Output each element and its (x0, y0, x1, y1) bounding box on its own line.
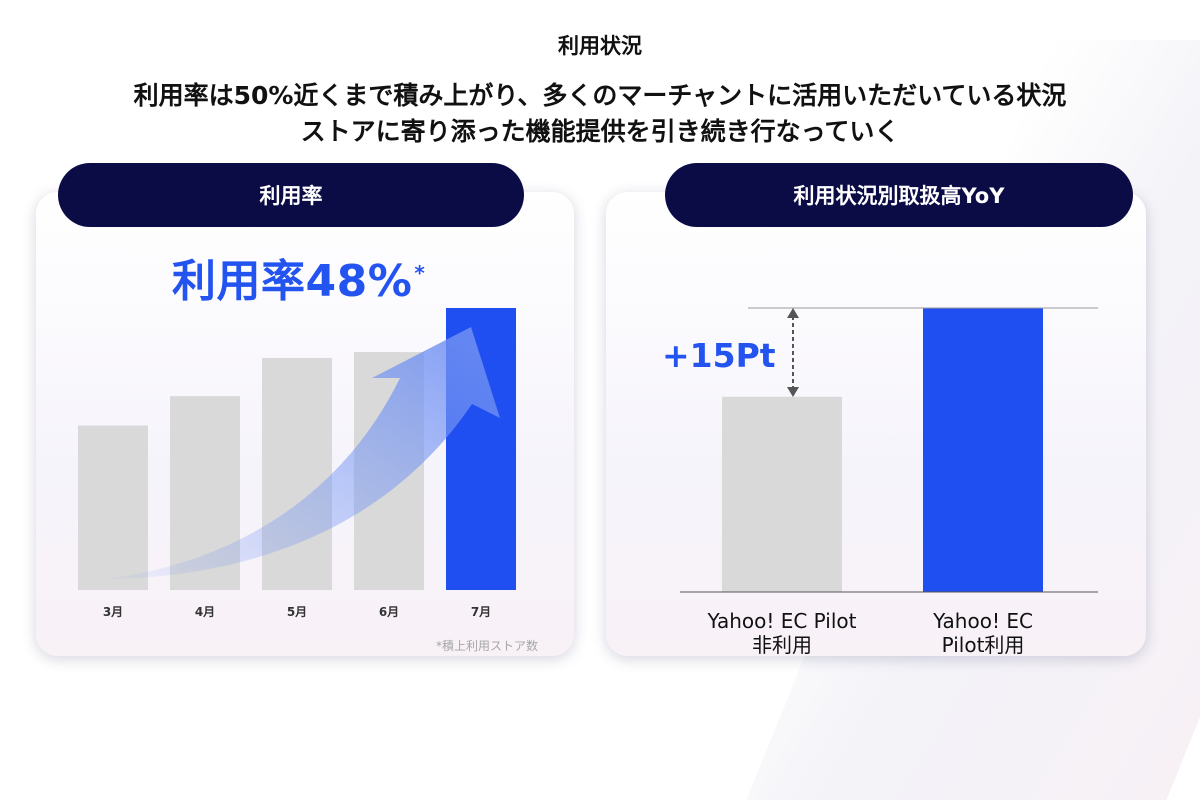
x-label-user: Yahoo! EC Pilot利用 (703, 609, 1200, 657)
trend-arrow (104, 327, 500, 579)
gmv-yoy-pill: 利用状況別取扱高YoY (665, 163, 1133, 227)
usage-tick-label: 6月 (379, 605, 399, 619)
yoy-bar-1 (722, 396, 842, 592)
headline: 利用率は50%近くまで積み上がり、多くのマーチャントに活用いただいている状況 ス… (0, 78, 1200, 150)
usage-tick-label: 7月 (471, 605, 491, 619)
x-label-non-user-line-2: 非利用 (752, 633, 812, 657)
usage-tick-label: 3月 (103, 605, 123, 619)
page-title: 利用状況 (558, 34, 642, 58)
usage-tick-label: 5月 (287, 605, 307, 619)
headline-line-1: 利用率は50%近くまで積み上がり、多くのマーチャントに活用いただいている状況 (133, 81, 1067, 110)
usage-bar-3 (262, 357, 332, 590)
big-stat-asterisk: * (414, 261, 426, 286)
x-label-non-user-line-1: Yahoo! EC Pilot (707, 609, 857, 633)
gmv-yoy-card (606, 192, 1146, 656)
delta-label: +15Pt (662, 336, 776, 375)
delta-arrowhead-down (787, 387, 799, 397)
usage-rate-big-stat: 利用率48% * (172, 245, 425, 309)
usage-bar-1 (78, 425, 148, 590)
headline-line-2: ストアに寄り添った機能提供を引き続き行なっていく (300, 117, 900, 146)
delta-arrowhead-up (787, 308, 799, 318)
x-label-user-line-2: Pilot利用 (941, 633, 1025, 657)
footnote: *積上利用ストア数 (435, 639, 538, 653)
charts-canvas: 3月 4月 5月 6月 7月 (78, 307, 1098, 619)
usage-tick-label: 4月 (195, 605, 215, 619)
x-label-user-line-1: Yahoo! EC (933, 609, 1033, 633)
usage-rate-pill: 利用率 (58, 163, 524, 227)
yoy-bar-2 (923, 308, 1043, 592)
big-stat-text: 利用率48% (172, 256, 413, 307)
x-label-non-user: Yahoo! EC Pilot 非利用 (502, 609, 1062, 657)
